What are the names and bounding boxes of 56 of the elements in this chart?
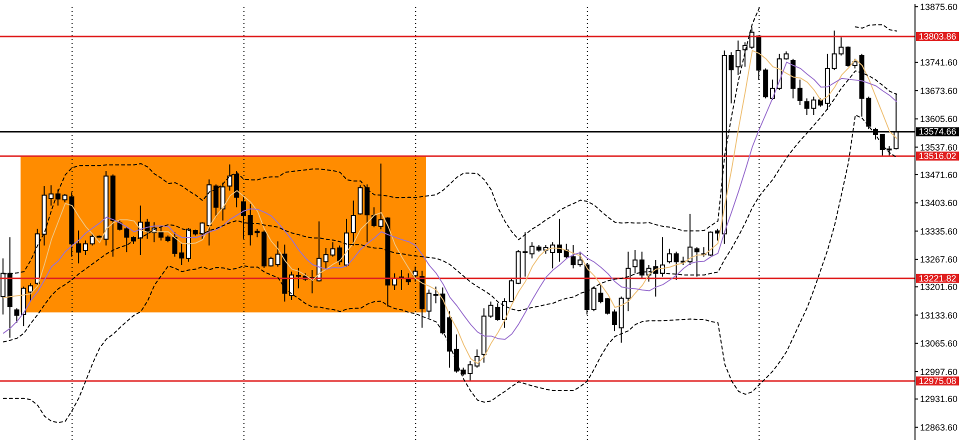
candlestick [296,267,301,289]
candlestick [426,289,432,318]
y-tick-label: 13605.60 [920,114,958,124]
candlestick [82,240,88,256]
candlestick [220,182,226,222]
candlestick [846,46,851,68]
y-tick-label: 13471.60 [920,170,958,180]
candlestick [350,200,356,246]
candlestick [612,308,617,332]
y-tick-label: 12997.60 [920,366,958,377]
candlestick [736,40,741,76]
candlestick [227,164,232,192]
candlestick [605,298,610,315]
y-tick-label: 13673.60 [920,86,958,96]
candlestick [48,184,54,206]
candlestick [632,250,638,274]
y-tick-label: 13267.60 [920,254,958,265]
ref-line-label: 13516.02 [918,151,956,162]
y-tick-label: 13403.60 [920,198,958,208]
ref-line-label: 13574.66 [918,126,956,137]
candlestick [454,334,459,374]
candlestick [666,248,672,264]
candlestick [578,251,583,268]
candlestick [556,218,562,262]
candlestick [289,271,294,300]
candlestick [371,206,376,228]
ref-line-label: 13803.86 [918,31,956,42]
candlestick [639,251,644,279]
ref-line-label: 13221.82 [918,273,956,284]
candlestick [76,230,82,264]
y-tick-label: 13537.60 [920,142,958,152]
candlestick [570,244,576,269]
candlestick [688,213,693,266]
candlestick [14,308,20,324]
candlestick [502,298,508,328]
y-tick-label: 13875.60 [920,2,958,12]
candlestick [715,228,720,241]
candlestick [797,79,802,106]
candlestick [550,242,556,269]
candlestick [508,278,514,303]
candlestick [852,58,858,69]
candlestick [213,184,218,218]
candlestick [530,242,535,259]
candlestick [323,247,328,269]
candlestick [234,170,240,208]
y-tick-label: 12863.60 [920,422,958,432]
candlestick [90,233,95,246]
y-tick-label: 13335.60 [920,226,958,236]
y-tick-label: 13065.60 [920,338,958,349]
y-tick-label: 12931.60 [920,394,958,404]
y-tick-label: 13133.60 [920,310,958,320]
y-tick-label: 13201.60 [920,282,958,292]
candlestick [28,282,33,302]
candlestick [694,246,700,278]
y-tick-label: 13741.60 [920,58,958,68]
ref-line-label: 12975.08 [918,376,956,386]
